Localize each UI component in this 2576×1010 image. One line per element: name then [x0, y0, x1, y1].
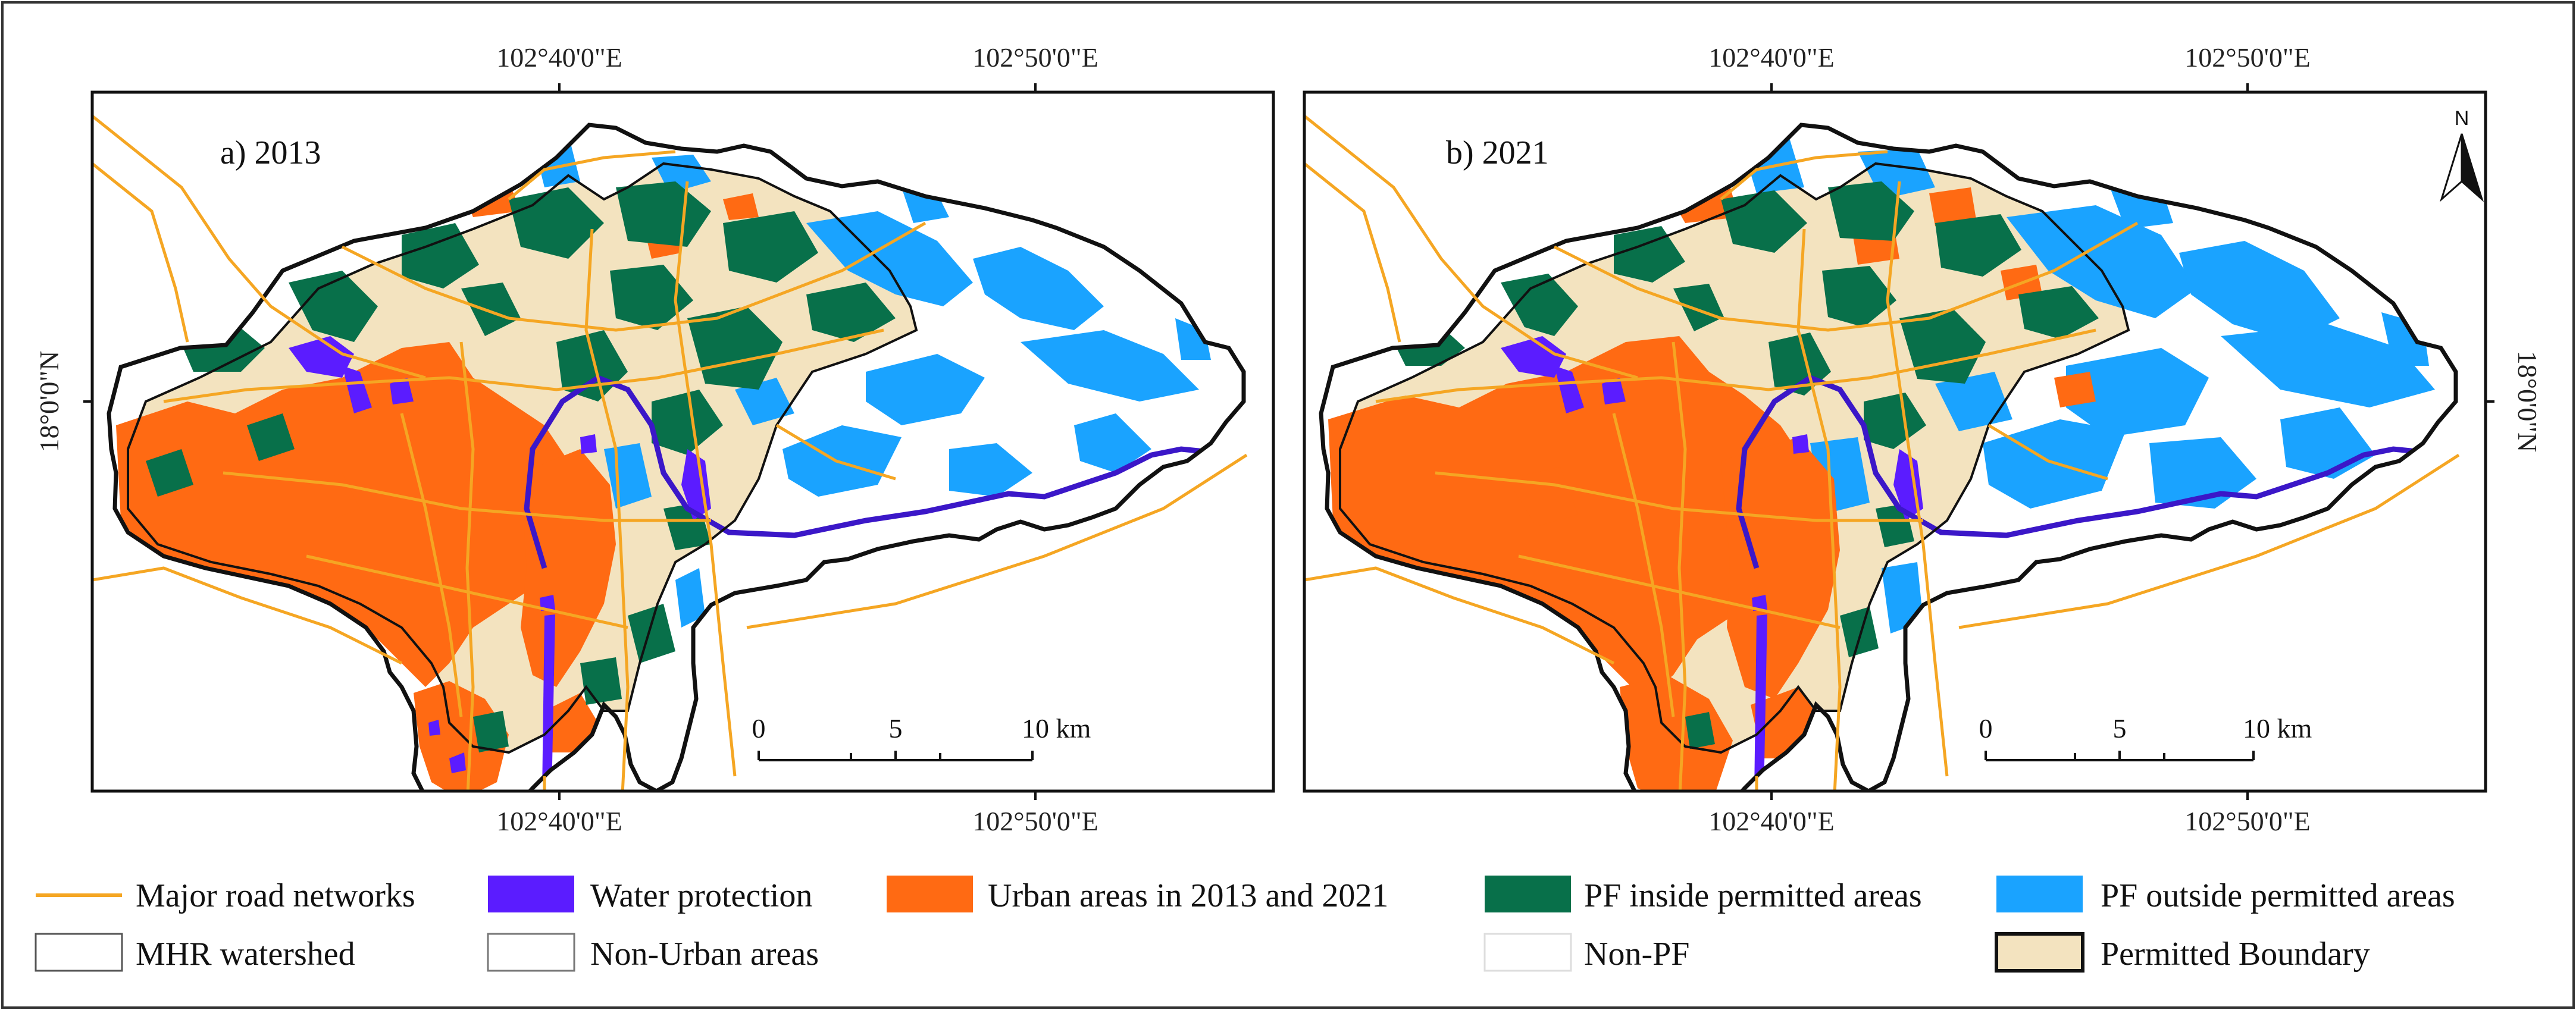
legend-label-urban: Urban areas in 2013 and 2021: [988, 877, 1388, 914]
panel-b-title: b) 2021: [1446, 134, 1549, 171]
panel-b-top-tick-label-2: 102°50'0"E: [2184, 42, 2311, 73]
panel-b: 102°40'0"E 102°50'0"E 102°40'0"E 102°50'…: [1303, 42, 2543, 836]
legend-label-watershed: MHR watershed: [136, 936, 355, 973]
legend-label-non-urban: Non-Urban areas: [590, 936, 819, 973]
panel-a-scale-10: 10 km: [1022, 713, 1091, 744]
panel-a-scale-5: 5: [889, 713, 903, 744]
panel-b-scale-0: 0: [1979, 713, 1993, 744]
north-arrow-label: N: [2455, 107, 2469, 130]
legend-label-permitted: Permitted Boundary: [2101, 936, 2370, 973]
legend-swatch-non-urban: [487, 933, 575, 972]
legend-label-water: Water protection: [590, 877, 812, 914]
panel-b-bottom-tick-label-2: 102°50'0"E: [2184, 806, 2311, 836]
panel-a-left-tick-label: 18°0'0"N: [34, 351, 64, 453]
panel-a-top-tick-label-2: 102°50'0"E: [972, 42, 1098, 73]
legend-label-road: Major road networks: [136, 877, 415, 914]
panel-b-frame: [1303, 90, 2487, 793]
legend-swatch-permitted: [1995, 932, 2084, 973]
panel-b-top-tick-label-1: 102°40'0"E: [1708, 42, 1835, 73]
panel-b-scale-5: 5: [2113, 713, 2127, 744]
panel-a-frame: [90, 90, 1275, 793]
panel-a-bottom-tick-label-1: 102°40'0"E: [496, 806, 622, 836]
panel-b-scale-bar: 0 5 10 km: [1979, 713, 2312, 761]
panel-a-top-tick-label-1: 102°40'0"E: [496, 42, 622, 73]
panel-b-bottom-tick-label-1: 102°40'0"E: [1708, 806, 1835, 836]
panel-a: 102°40'0"E 102°50'0"E 102°40'0"E 102°50'…: [34, 42, 1275, 836]
panel-b-right-tick-label: 18°0'0"N: [2512, 351, 2543, 453]
panel-a-scale-0: 0: [752, 713, 766, 744]
legend-label-non-pf: Non-PF: [1584, 936, 1689, 973]
panel-a-title: a) 2013: [220, 134, 321, 171]
panel-b-scale-10: 10 km: [2243, 713, 2312, 744]
legend-label-pf-inside: PF inside permitted areas: [1584, 877, 1922, 914]
legend-swatch-non-pf: [1483, 933, 1572, 972]
legend-swatch-urban: [887, 876, 973, 912]
legend-swatch-watershed: [35, 933, 123, 972]
panel-a-bottom-tick-label-2: 102°50'0"E: [972, 806, 1098, 836]
legend-swatch-pf-outside: [1996, 876, 2083, 912]
legend-swatch-pf-inside: [1485, 876, 1571, 912]
legend: Major road networks Water protection Urb…: [35, 876, 2455, 973]
panel-a-scale-bar: 0 5 10 km: [752, 713, 1091, 761]
north-arrow-icon: N: [2439, 107, 2484, 202]
legend-swatch-water: [488, 876, 574, 912]
legend-label-pf-outside: PF outside permitted areas: [2101, 877, 2455, 914]
